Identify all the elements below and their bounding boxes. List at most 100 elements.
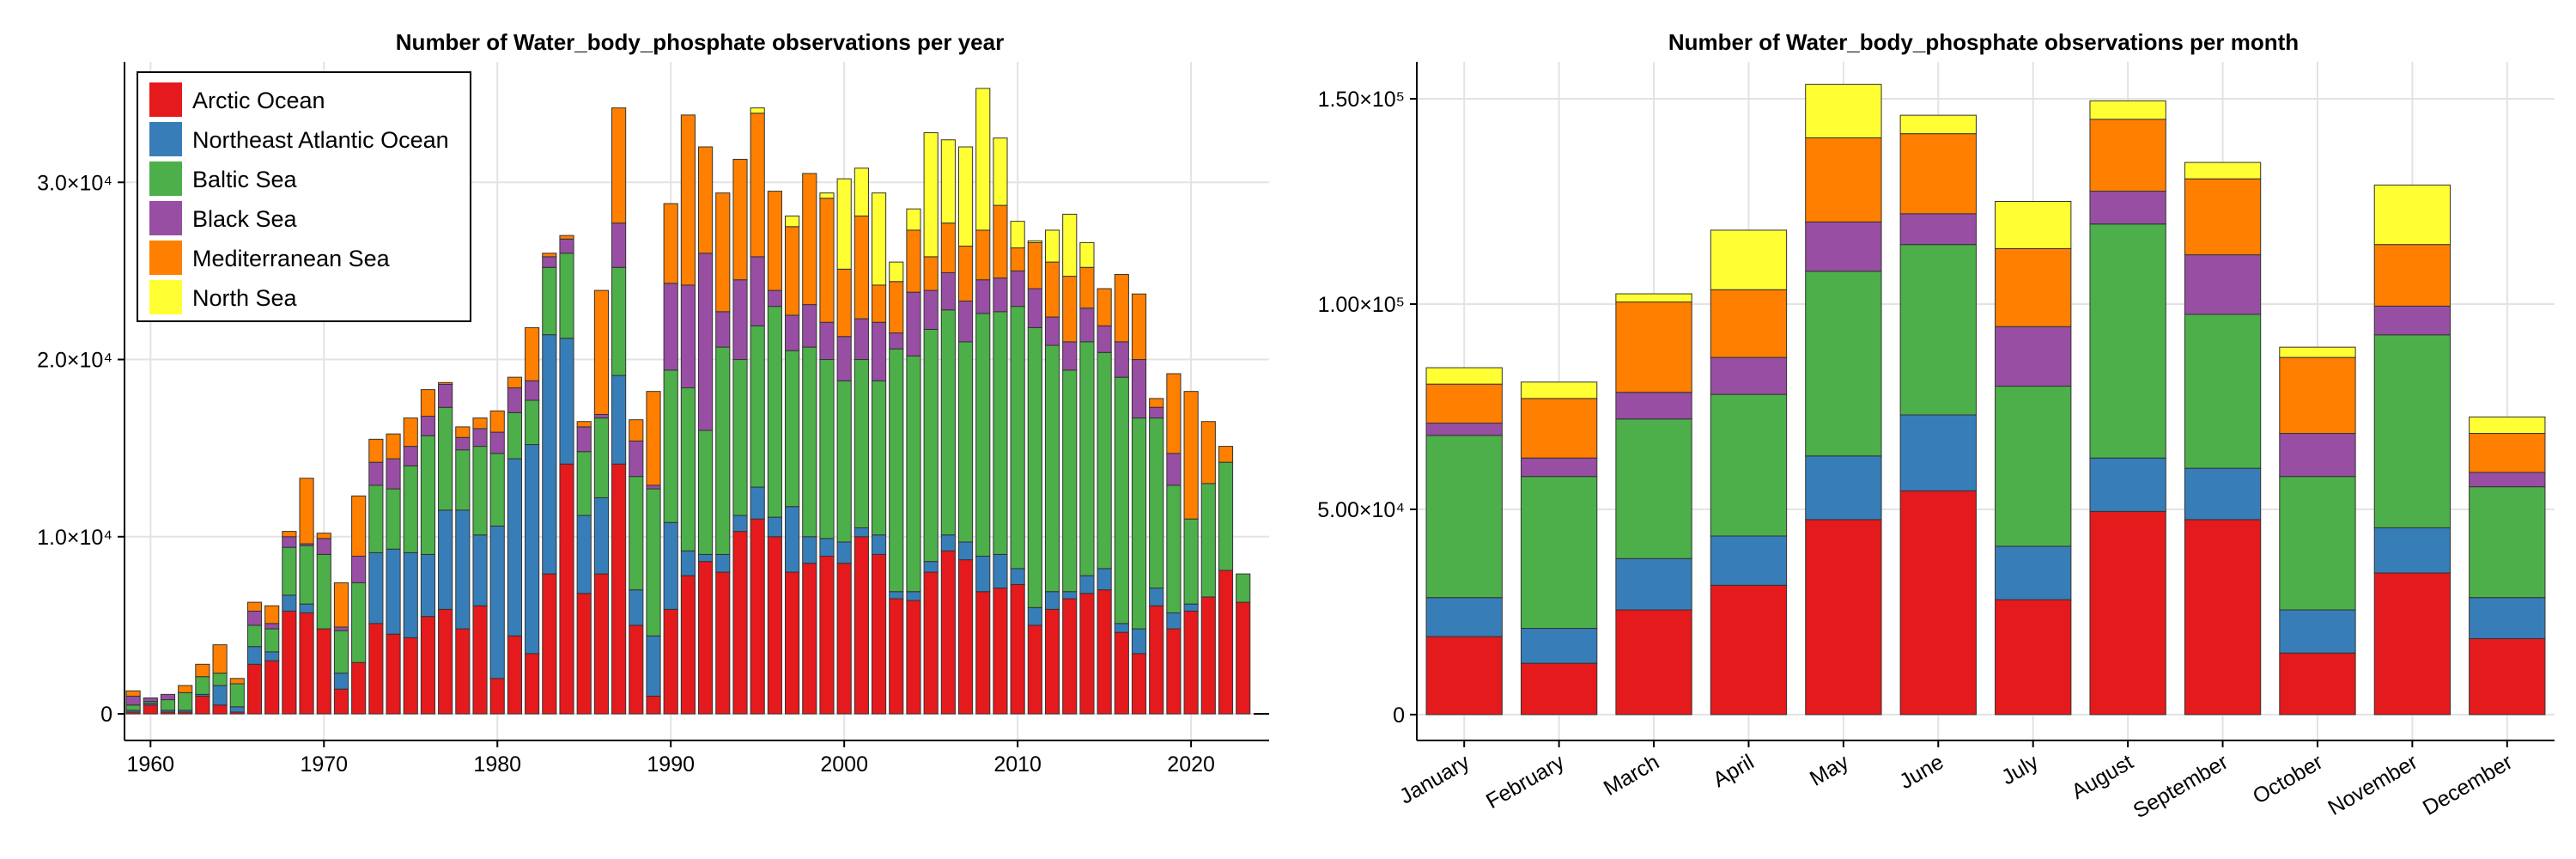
bar-june-black-sea (1899, 213, 1977, 246)
bar-1980-arctic-ocean (489, 678, 505, 715)
bar-1986-baltic-sea (593, 417, 609, 498)
bar-2011-arctic-ocean (1027, 624, 1042, 715)
bar-2015-black-sea (1097, 325, 1112, 353)
bar-1994-black-sea (732, 279, 748, 361)
bar-2002-mediterranean-sea (871, 284, 887, 323)
legend-label-northeast-atlantic-ocean: Northeast Atlantic Ocean (192, 127, 449, 153)
legend: Arctic Ocean Northeast Atlantic Ocean Balt… (137, 71, 471, 322)
bar-2009-mediterranean-sea (993, 204, 1008, 279)
bar-2019-baltic-sea (1166, 484, 1182, 613)
bar-2004-north-sea (906, 208, 921, 231)
month-tick-label: August (2068, 750, 2137, 804)
bar-2000-arctic-ocean (836, 563, 852, 715)
bar-2016-northeast-atlantic-ocean (1114, 623, 1129, 633)
legend-label-north-sea: North Sea (192, 285, 298, 311)
bar-1966-arctic-ocean (246, 663, 263, 715)
bar-1980-black-sea (489, 431, 505, 454)
x-tick-label: 1980 (473, 752, 521, 777)
bar-1976-mediterranean-sea (420, 389, 436, 417)
bar-1981-black-sea (507, 387, 523, 413)
bar-1983-mediterranean-sea (542, 253, 557, 258)
bar-1997-black-sea (785, 314, 800, 351)
bar-2000-northeast-atlantic-ocean (836, 541, 852, 564)
bar-1983-northeast-atlantic-ocean (542, 334, 557, 575)
bar-1991-mediterranean-sea (680, 114, 696, 286)
bar-1978-arctic-ocean (455, 628, 471, 715)
bar-1972-arctic-ocean (351, 661, 367, 715)
month-tick-label: April (1709, 750, 1758, 792)
bar-september-black-sea (2184, 254, 2262, 315)
bar-1984-mediterranean-sea (559, 235, 574, 240)
bar-2013-mediterranean-sea (1062, 276, 1078, 343)
bar-2007-north-sea (957, 146, 974, 247)
legend-label-mediterranean-sea: Mediterranean Sea (192, 246, 391, 271)
bar-2016-black-sea (1114, 341, 1129, 378)
bar-2009-north-sea (993, 137, 1008, 206)
bar-november-north-sea (2373, 184, 2451, 246)
bar-2002-black-sea (871, 321, 887, 381)
bar-2017-baltic-sea (1131, 417, 1147, 630)
bar-1987-black-sea (611, 222, 627, 268)
bar-1985-northeast-atlantic-ocean (576, 515, 592, 594)
bar-1969-mediterranean-sea (299, 478, 314, 545)
legend-box (137, 71, 471, 322)
bar-1971-baltic-sea (333, 630, 349, 674)
bar-2013-north-sea (1062, 213, 1078, 277)
legend-label-baltic-sea: Baltic Sea (192, 167, 298, 192)
bar-february-north-sea (1520, 381, 1598, 399)
bar-1965-northeast-atlantic-ocean (229, 706, 245, 713)
bar-october-north-sea (2279, 346, 2356, 358)
bar-2023-arctic-ocean (1236, 601, 1251, 715)
bar-2007-arctic-ocean (957, 559, 974, 715)
bar-august-mediterranean-sea (2089, 119, 2166, 192)
bar-2012-mediterranean-sea (1044, 261, 1060, 318)
bar-january-north-sea (1425, 367, 1503, 385)
bar-1983-baltic-sea (542, 266, 557, 336)
bar-1967-black-sea (264, 623, 280, 630)
bar-2022-arctic-ocean (1218, 570, 1234, 715)
bar-2014-north-sea (1079, 241, 1095, 268)
bar-1990-baltic-sea (663, 369, 678, 523)
bar-1979-mediterranean-sea (472, 417, 488, 430)
bar-1993-black-sea (715, 311, 731, 348)
bar-january-mediterranean-sea (1425, 383, 1503, 424)
bar-1988-mediterranean-sea (629, 419, 644, 442)
bar-1970-black-sea (316, 538, 331, 555)
bar-1975-arctic-ocean (403, 637, 418, 715)
bar-2013-northeast-atlantic-ocean (1062, 591, 1078, 600)
bar-1965-mediterranean-sea (229, 678, 245, 685)
month-tick-label: December (2419, 750, 2517, 820)
bar-1987-northeast-atlantic-ocean (611, 375, 627, 465)
bar-2015-mediterranean-sea (1097, 288, 1112, 326)
bar-1987-baltic-sea (611, 266, 627, 376)
bar-1992-northeast-atlantic-ocean (698, 553, 714, 563)
bar-2004-northeast-atlantic-ocean (906, 591, 921, 601)
bar-1996-mediterranean-sea (767, 191, 782, 291)
bar-1978-northeast-atlantic-ocean (455, 509, 471, 630)
bar-1989-arctic-ocean (646, 695, 661, 715)
bar-1978-baltic-sea (455, 449, 471, 511)
y-tick-label: 0 (1393, 704, 1405, 728)
bar-1993-arctic-ocean (715, 571, 731, 715)
bar-2008-mediterranean-sea (975, 229, 991, 281)
bar-2010-mediterranean-sea (1010, 247, 1025, 271)
bar-2012-baltic-sea (1044, 344, 1060, 593)
bar-1999-arctic-ocean (819, 555, 835, 715)
bar-1959-black-sea (125, 695, 141, 706)
bar-1994-arctic-ocean (732, 531, 748, 715)
bar-1973-arctic-ocean (368, 623, 384, 715)
x-tick-label: 2010 (993, 752, 1042, 777)
bar-2006-baltic-sea (940, 309, 956, 536)
bar-2016-mediterranean-sea (1114, 274, 1129, 343)
bar-1970-mediterranean-sea (316, 533, 331, 539)
month-tick-label: February (1482, 750, 1569, 814)
bar-march-black-sea (1615, 392, 1692, 420)
bar-1964-baltic-sea (212, 673, 228, 686)
bar-2015-baltic-sea (1097, 351, 1112, 570)
bar-2003-north-sea (889, 261, 904, 283)
bar-1974-black-sea (386, 458, 401, 490)
bar-2009-arctic-ocean (993, 588, 1008, 715)
bar-july-arctic-ocean (1995, 599, 2072, 716)
bar-1975-baltic-sea (403, 465, 418, 553)
bar-february-baltic-sea (1520, 476, 1598, 630)
